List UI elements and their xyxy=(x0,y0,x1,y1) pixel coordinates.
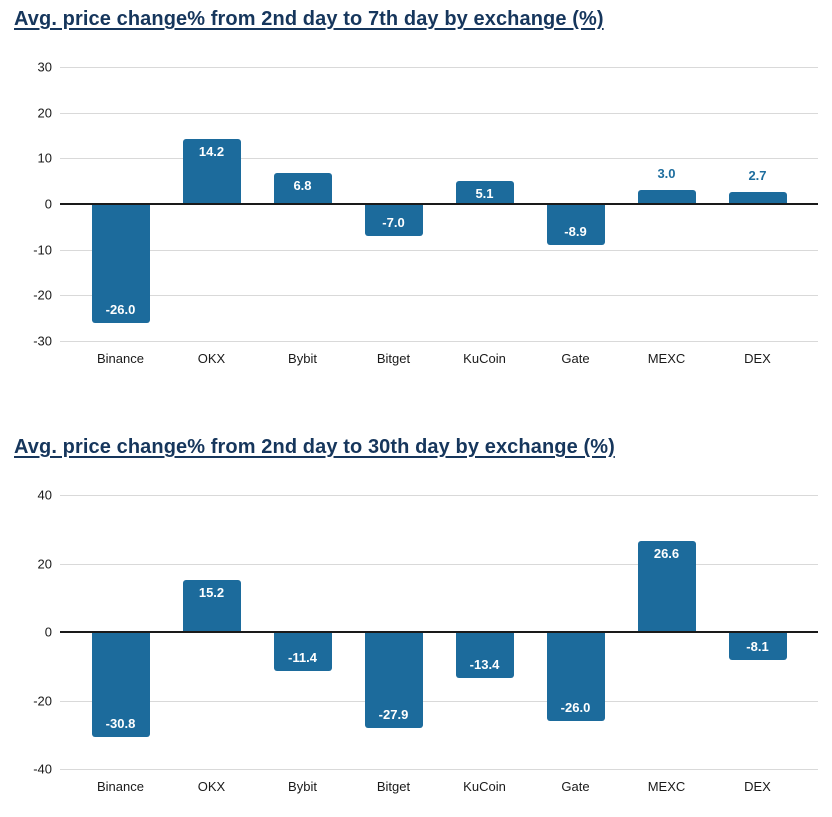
gridline xyxy=(60,769,818,770)
bar-bybit xyxy=(273,632,332,672)
bar-mexc xyxy=(637,540,696,632)
bar-okx xyxy=(182,579,241,632)
x-tick-label-binance: Binance xyxy=(97,351,144,366)
y-tick-label: 40 xyxy=(37,487,52,503)
value-label: 5.1 xyxy=(475,185,494,201)
y-tick-label: 10 xyxy=(37,150,52,166)
value-label: -7.0 xyxy=(382,214,405,230)
x-tick-label-bybit: Bybit xyxy=(288,779,317,794)
y-tick-label: 30 xyxy=(37,59,52,75)
plot-area-wrap: -26.0 14.2 6.8 -7.0 5.1 -8.9 3.0 2.7 Binance OKX… xyxy=(60,67,818,366)
value-label: 15.2 xyxy=(198,584,225,600)
x-tick-label-gate: Gate xyxy=(561,779,590,794)
value-label: 14.2 xyxy=(198,144,225,160)
chart-title-30day: Avg. price change% from 2nd day to 30th … xyxy=(14,436,615,458)
gridline xyxy=(60,563,818,565)
bar-bitget xyxy=(364,204,423,236)
zero-line xyxy=(60,631,818,633)
x-tick-label-okx: OKX xyxy=(197,351,226,366)
y-tick-label: -20 xyxy=(33,287,52,303)
bar-chart-7day: 30 20 10 0 -10 -20 -30 -26.0 14.2 6.8 -7.0 5.1 -8.9… xyxy=(14,60,818,366)
x-tick-label-gate: Gate xyxy=(561,351,590,366)
value-label: -13.4 xyxy=(469,656,500,672)
y-tick-label: -20 xyxy=(33,693,52,708)
bar-dex xyxy=(728,191,787,204)
gridline xyxy=(60,341,818,342)
bar-chart-30day: 40 20 0 -20 -40 -30.8 15.2 -11.4 -27.9 -13.4 -26.… xyxy=(14,488,818,794)
x-tick-label-bitget: Bitget xyxy=(376,779,411,794)
bar-mexc xyxy=(637,190,696,204)
bar-okx xyxy=(182,139,241,204)
x-tick-label-bitget: Bitget xyxy=(376,351,411,366)
value-label: 2.7 xyxy=(748,167,767,183)
gridline xyxy=(60,295,818,297)
bar-gate xyxy=(546,632,605,722)
value-label: 3.0 xyxy=(657,166,676,182)
gridline xyxy=(60,495,818,496)
chart-section-7day: Avg. price change% from 2nd day to 7th d… xyxy=(14,8,818,366)
value-label: -8.1 xyxy=(746,638,769,654)
value-label: 26.6 xyxy=(653,545,680,561)
y-tick-label: 20 xyxy=(37,556,52,571)
y-axis: 30 20 10 0 -10 -20 -30 xyxy=(14,60,60,366)
value-label: -26.0 xyxy=(560,700,591,716)
gridline xyxy=(60,158,818,160)
x-axis: Binance OKX Bybit Bitget KuCoin Gate MEXC DEX xyxy=(60,779,818,794)
gridline xyxy=(60,249,818,251)
x-tick-label-mexc: MEXC xyxy=(647,351,686,366)
x-axis: Binance OKX Bybit Bitget KuCoin Gate MEXC DEX xyxy=(60,351,818,366)
x-tick-label-mexc: MEXC xyxy=(647,779,686,794)
bar-kucoin xyxy=(455,180,514,204)
y-tick-label: 20 xyxy=(37,105,52,121)
y-axis: 40 20 0 -20 -40 xyxy=(14,488,60,794)
y-tick-label: 0 xyxy=(44,196,52,212)
x-tick-label-dex: DEX xyxy=(744,351,771,366)
gridline xyxy=(60,112,818,114)
bar-bybit xyxy=(273,172,332,204)
bar-gate xyxy=(546,204,605,245)
value-label: 6.8 xyxy=(293,177,312,193)
plot-area: -30.8 15.2 -11.4 -27.9 -13.4 -26.0 26.6 -8.1 xyxy=(60,495,818,770)
x-tick-label-kucoin: KuCoin xyxy=(463,779,506,794)
x-tick-label-dex: DEX xyxy=(744,779,771,794)
bar-binance xyxy=(91,632,150,738)
y-tick-label: 0 xyxy=(44,624,52,640)
chart-title-7day: Avg. price change% from 2nd day to 7th d… xyxy=(14,8,604,30)
y-tick-label: -10 xyxy=(33,242,52,258)
gridline xyxy=(60,67,818,68)
bar-bitget xyxy=(364,632,423,728)
x-tick-label-okx: OKX xyxy=(197,779,226,794)
gridline xyxy=(60,700,818,702)
value-label: -26.0 xyxy=(105,301,136,317)
plot-area: -26.0 14.2 6.8 -7.0 5.1 -8.9 3.0 2.7 xyxy=(60,67,818,342)
bar-binance xyxy=(91,204,150,323)
plot-area-wrap: -30.8 15.2 -11.4 -27.9 -13.4 -26.0 26.6 -8.1 Bi… xyxy=(60,495,818,794)
value-label: -11.4 xyxy=(288,650,317,666)
chart-section-30day: Avg. price change% from 2nd day to 30th … xyxy=(14,436,818,794)
value-label: -30.8 xyxy=(105,716,136,732)
y-tick-label: -40 xyxy=(33,761,52,777)
bar-kucoin xyxy=(455,632,514,678)
zero-line xyxy=(60,203,818,205)
y-tick-label: -30 xyxy=(33,333,52,349)
value-label: -8.9 xyxy=(564,223,587,239)
bar-dex xyxy=(728,632,787,660)
x-tick-label-binance: Binance xyxy=(97,779,144,794)
value-label: -27.9 xyxy=(378,706,409,722)
x-tick-label-bybit: Bybit xyxy=(288,351,317,366)
x-tick-label-kucoin: KuCoin xyxy=(463,351,506,366)
